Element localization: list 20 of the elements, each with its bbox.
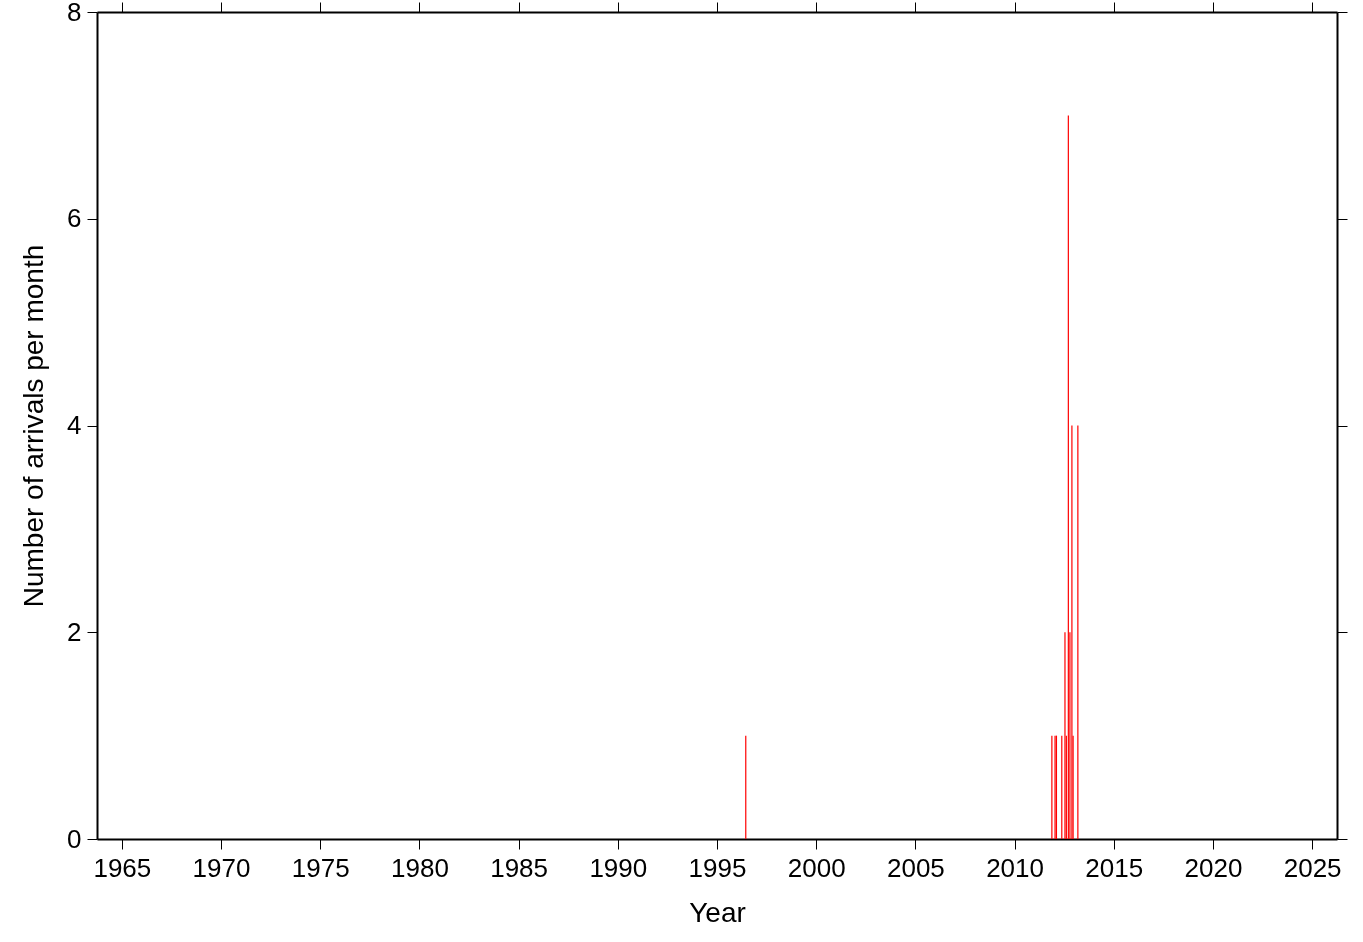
x-tick-label: 1990: [589, 852, 648, 883]
y-tick-label: 0: [67, 823, 82, 854]
x-tick-label: 2020: [1184, 852, 1243, 883]
y-tick-label: 6: [67, 203, 82, 234]
y-tick-label: 8: [67, 0, 82, 27]
x-tick-label: 1985: [490, 852, 549, 883]
y-tick-label: 2: [67, 616, 82, 647]
x-axis-title: Year: [689, 896, 746, 928]
y-axis-title: Number of arrivals per month: [18, 244, 50, 608]
x-tick-label: 2010: [986, 852, 1044, 883]
x-tick-label: 2000: [787, 852, 846, 883]
x-tick-label: 1975: [291, 852, 350, 883]
x-tick-label: 1970: [192, 852, 251, 883]
x-tick-label: 1965: [93, 852, 152, 883]
x-tick-label: 1980: [391, 852, 449, 883]
x-tick-label: 2015: [1085, 852, 1144, 883]
x-tick-label: 1995: [688, 852, 747, 883]
x-tick-label: 2025: [1283, 852, 1342, 883]
x-tick-label: 2005: [886, 852, 945, 883]
y-tick-label: 4: [67, 410, 82, 440]
